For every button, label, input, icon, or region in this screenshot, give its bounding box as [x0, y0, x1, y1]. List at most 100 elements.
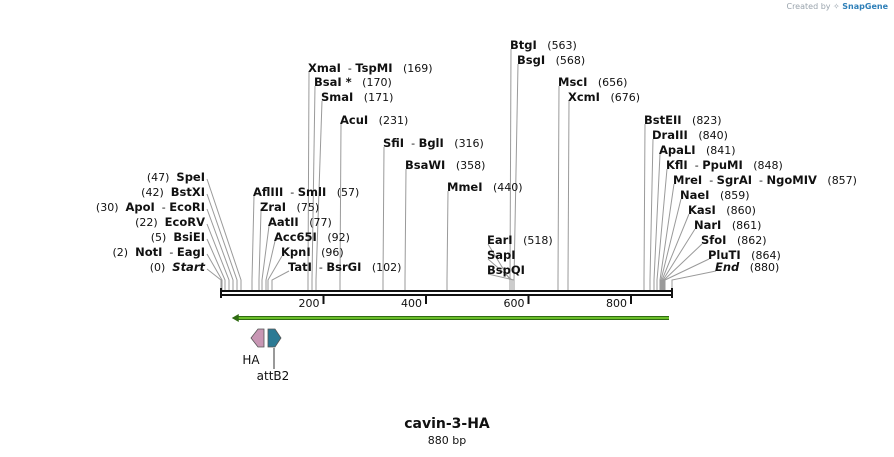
snapgene-credit: Created by ✧ SnapGene	[786, 2, 888, 11]
feature-label-ha: HA	[242, 353, 260, 367]
site-label-sapi: SapI	[487, 248, 516, 262]
enzyme-name: Acc65I	[274, 230, 317, 244]
site-label-acc65i: Acc65I (92)	[274, 230, 350, 244]
site-position: (841)	[696, 144, 736, 157]
cut-line-tati	[271, 270, 290, 291]
site-label-ecorv: (22) EcoRV	[135, 215, 205, 229]
enzyme-name: EcoRI	[169, 200, 205, 214]
scale-ticks: 200 400 600 800	[299, 296, 632, 310]
enzyme-name: End	[715, 260, 740, 274]
site-label-draiii: DraIII (840)	[652, 128, 728, 142]
cut-line-bsiei	[206, 238, 226, 291]
site-separator: -	[283, 186, 297, 199]
cut-line-kpni	[267, 255, 283, 291]
site-label-eari: EarI (518)	[487, 233, 553, 247]
cut-line-kasi	[661, 213, 690, 291]
site-separator: -	[404, 137, 418, 150]
site-separator: -	[155, 201, 169, 214]
enzyme-name: BsiEI	[173, 230, 205, 244]
site-label-bsiei: (5) BsiEI	[151, 230, 205, 244]
enzyme-name: BsaWI	[405, 158, 445, 172]
enzyme-name: SpeI	[176, 170, 205, 184]
enzyme-labels: (0) Start(2) NotI - EagI(5) BsiEI(22) Ec…	[96, 38, 857, 277]
site-label-kfli: KflI - PpuMI (848)	[666, 158, 783, 172]
enzyme-name: AflIII	[253, 185, 283, 199]
cut-line-acc65i	[265, 240, 276, 291]
enzyme-name: BsgI	[517, 53, 545, 67]
cut-line-pluti	[664, 258, 710, 291]
dna-backbone	[220, 288, 673, 298]
enzyme-name: BsrGI	[326, 260, 361, 274]
site-position: (518)	[513, 234, 553, 247]
enzyme-name: TatI	[288, 260, 312, 274]
site-separator: -	[341, 62, 355, 75]
site-position: (857)	[817, 174, 857, 187]
enzyme-name: KasI	[688, 203, 716, 217]
site-position: (57)	[326, 186, 359, 199]
site-separator: -	[752, 174, 766, 187]
site-position: (102)	[361, 261, 401, 274]
cut-line-afliii	[251, 195, 255, 291]
construct-length: 880 bp	[427, 434, 467, 447]
site-position: (864)	[741, 249, 781, 262]
site-position: (77)	[299, 216, 332, 229]
enzyme-name: NaeI	[680, 188, 709, 202]
cut-line-naei	[660, 198, 682, 291]
enzyme-name: SfoI	[701, 233, 726, 247]
cut-site-lines	[206, 48, 717, 291]
cut-line-zrai	[258, 210, 262, 291]
site-position: (170)	[352, 76, 392, 89]
site-label-xmai: XmaI - TspMI (169)	[308, 61, 433, 75]
site-label-apali: ApaLI (841)	[659, 143, 736, 157]
site-position: (676)	[600, 91, 640, 104]
site-label-acui: AcuI (231)	[340, 113, 408, 127]
enzyme-name: SgrAI	[717, 173, 752, 187]
site-label-mrei: MreI - SgrAI - NgoMIV (857)	[673, 173, 857, 187]
cut-line-btgi	[509, 48, 512, 291]
site-label-kasi: KasI (860)	[688, 203, 756, 217]
enzyme-name: NgoMIV	[767, 173, 817, 187]
site-position: (823)	[682, 114, 722, 127]
enzyme-name: BtgI	[510, 38, 537, 52]
site-position: (22)	[135, 216, 165, 229]
site-label-bspqi: BspQI	[487, 263, 525, 277]
enzyme-name: MscI	[558, 75, 587, 89]
scale-tick-label-400: 400	[401, 297, 422, 310]
enzyme-name: SfiI	[383, 136, 404, 150]
site-label-bstxi: (42) BstXI	[141, 185, 205, 199]
enzyme-name: SmlI	[298, 185, 327, 199]
site-position: (96)	[311, 246, 344, 259]
site-position: (5)	[151, 231, 174, 244]
credit-prefix: Created by	[786, 2, 831, 11]
site-position: (563)	[537, 39, 577, 52]
site-separator: -	[312, 261, 326, 274]
enzyme-name: TspMI	[355, 61, 392, 75]
site-position: (92)	[317, 231, 350, 244]
site-label-zrai: ZraI (75)	[260, 200, 319, 214]
site-label-aatii: AatII (77)	[268, 215, 332, 229]
cut-line-kfli	[656, 168, 668, 291]
credit-brand: SnapGene	[842, 2, 888, 11]
site-label-end: End (880)	[715, 260, 779, 274]
enzyme-name: XmaI	[308, 61, 341, 75]
site-position: (30)	[96, 201, 126, 214]
site-label-bsgi: BsgI (568)	[517, 53, 585, 67]
site-label-apoi: (30) ApoI - EcoRI	[96, 200, 205, 214]
enzyme-name: PpuMI	[702, 158, 743, 172]
enzyme-name: NarI	[694, 218, 721, 232]
site-label-spei: (47) SpeI	[147, 170, 205, 184]
feature-label-attb2: attB2	[257, 369, 290, 383]
site-label-msci: MscI (656)	[558, 75, 627, 89]
scale-tick-label-200: 200	[299, 297, 320, 310]
cut-line-bsawi	[404, 168, 407, 291]
enzyme-name: BsaI *	[314, 75, 352, 89]
site-position: (169)	[392, 62, 432, 75]
site-position: (861)	[721, 219, 761, 232]
enzyme-name: KpnI	[281, 245, 311, 259]
cut-line-start	[206, 268, 222, 291]
cut-line-bsgi	[513, 63, 519, 291]
cut-line-spei	[206, 178, 242, 291]
enzyme-name: EarI	[487, 233, 513, 247]
cut-line-mrei	[659, 183, 675, 291]
